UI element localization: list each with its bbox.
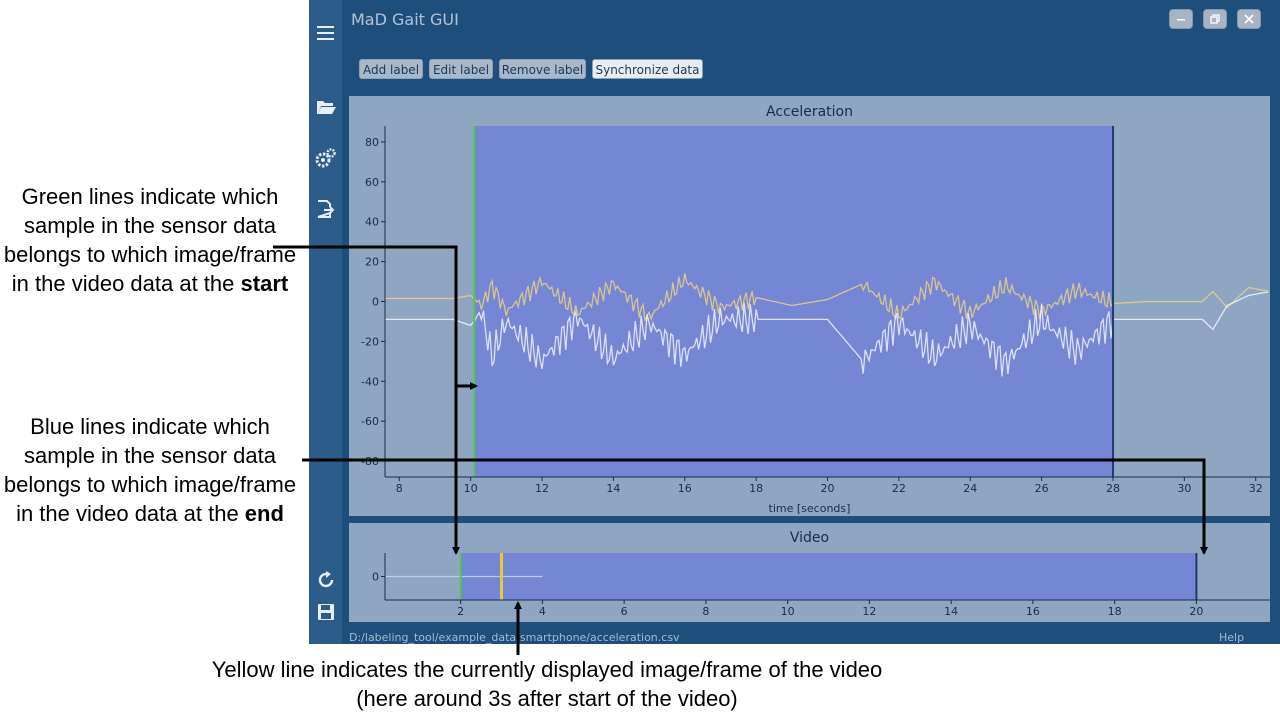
annotation-green-lines: Green lines indicate which sample in the… [3, 184, 297, 296]
x-tick-label: 4 [539, 605, 546, 618]
x-tick-label: 10 [464, 482, 478, 495]
edit-label-button[interactable]: Edit label [429, 59, 493, 79]
synchronize-data-button[interactable]: Synchronize data [592, 59, 703, 79]
export-icon[interactable] [313, 196, 339, 222]
x-tick-label: 28 [1106, 482, 1120, 495]
x-tick-label: 16 [1026, 605, 1040, 618]
y-tick-label: 60 [365, 176, 379, 189]
x-tick-label: 8 [702, 605, 709, 618]
y-tick-label: -60 [361, 415, 379, 428]
restore-icon [1210, 14, 1220, 24]
acceleration-chart[interactable]: 8 10 12 14 16 18 20 22 24 26 28 30 32 80 60 40 20 0 -20 -40… [349, 96, 1270, 516]
x-tick-label: 8 [396, 482, 403, 495]
minimize-button[interactable] [1169, 9, 1193, 29]
y-tick-label: 0 [372, 571, 379, 584]
series-line-2 [385, 291, 1269, 377]
x-tick-label: 20 [1189, 605, 1203, 618]
y-tick-label: 80 [365, 136, 379, 149]
video-chart[interactable]: 2 4 6 8 10 12 14 16 18 20 0 [349, 523, 1270, 622]
annotation-yellow-line: Yellow line indicates the currently disp… [211, 657, 883, 711]
x-tick-label: 18 [1108, 605, 1122, 618]
window-title: MaD Gait GUI [351, 10, 459, 29]
series-line-1 [385, 273, 1269, 322]
file-path-status: D:/labeling_tool/example_data/smartphone… [349, 631, 680, 644]
add-label-button[interactable]: Add label [359, 59, 423, 79]
x-tick-label: 20 [821, 482, 835, 495]
folder-open-icon[interactable] [313, 94, 339, 120]
sync-region [460, 553, 1197, 600]
y-tick-label: 40 [365, 216, 379, 229]
acceleration-x-axis-label: time [seconds] [768, 502, 851, 515]
acceleration-panel: Acceleration 8 10 12 14 16 18 20 22 24 26 28 30 32 80… [349, 96, 1270, 516]
x-tick-label: 26 [1035, 482, 1049, 495]
save-icon[interactable] [313, 599, 339, 625]
x-tick-label: 32 [1249, 482, 1263, 495]
y-tick-label: -40 [361, 375, 379, 388]
x-tick-label: 16 [678, 482, 692, 495]
close-icon [1244, 14, 1254, 24]
sidebar [309, 0, 342, 644]
x-tick-label: 22 [892, 482, 906, 495]
video-panel: Video 2 4 6 8 10 12 14 16 18 20 0 [349, 523, 1270, 622]
restore-button[interactable] [1203, 9, 1227, 29]
sync-region [474, 126, 1113, 477]
x-tick-label: 14 [606, 482, 620, 495]
x-tick-label: 6 [621, 605, 628, 618]
x-tick-label: 12 [535, 482, 549, 495]
x-tick-label: 10 [781, 605, 795, 618]
x-tick-label: 24 [963, 482, 977, 495]
x-tick-label: 14 [944, 605, 958, 618]
x-tick-label: 2 [457, 605, 464, 618]
minimize-icon [1177, 19, 1185, 21]
x-tick-label: 18 [749, 482, 763, 495]
acceleration-title: Acceleration [766, 104, 853, 120]
help-link[interactable]: Help [1219, 631, 1245, 644]
blue-pointer-line [302, 458, 1208, 555]
refresh-icon[interactable] [313, 567, 339, 593]
x-tick-label: 30 [1177, 482, 1191, 495]
video-title: Video [789, 530, 830, 546]
green-pointer-line [273, 245, 460, 555]
y-tick-label: -20 [361, 335, 379, 348]
close-button[interactable] [1237, 9, 1261, 29]
hamburger-menu-icon[interactable] [313, 20, 339, 46]
settings-gears-icon[interactable] [313, 145, 339, 171]
y-tick-label: 0 [372, 296, 379, 309]
x-tick-label: 12 [862, 605, 876, 618]
remove-label-button[interactable]: Remove label [499, 59, 586, 79]
y-tick-label: 20 [365, 256, 379, 269]
y-tick-label: -80 [361, 455, 379, 468]
annotation-blue-lines: Blue lines indicate which sample in the … [3, 414, 297, 526]
